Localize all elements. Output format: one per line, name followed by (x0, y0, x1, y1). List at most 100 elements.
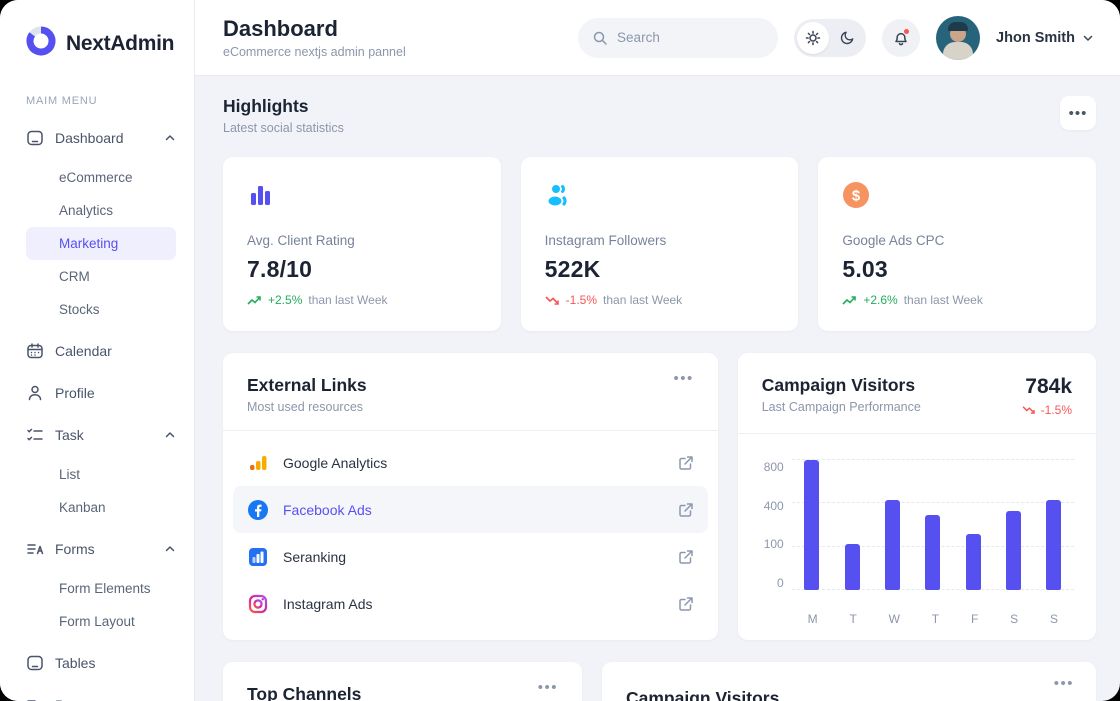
external-links-menu-button[interactable]: ••• (673, 370, 694, 387)
sidebar-subitem-ecommerce[interactable]: eCommerce (59, 170, 133, 185)
link-row-google-analytics[interactable]: Google Analytics (233, 439, 708, 486)
sidebar-subitem-kanban[interactable]: Kanban (59, 500, 106, 515)
gridline (791, 502, 1074, 504)
chevron-up-icon (164, 132, 176, 144)
chevron-up-icon (164, 543, 176, 555)
user-icon (28, 385, 42, 401)
bottom-row: Top Channels ••• SOURCE VISITORS REVENUE… (223, 662, 1096, 701)
sidebar-item-label: Profile (55, 385, 95, 401)
page-heading: Dashboard eCommerce nextjs admin pannel (223, 16, 562, 59)
chart-bar[interactable] (925, 514, 941, 590)
sidebar-item-forms[interactable]: Forms (26, 532, 176, 566)
sidebar-subitem-form-elements[interactable]: Form Elements (59, 581, 151, 596)
chart-bar[interactable] (844, 543, 860, 590)
chart-bar[interactable] (965, 533, 981, 590)
sidebar-item-label: Tables (55, 655, 96, 671)
light-mode-button[interactable] (797, 21, 830, 54)
link-row-facebook-ads[interactable]: Facebook Ads (233, 486, 708, 533)
middle-row: External Links Most used resources ••• G… (223, 353, 1096, 640)
page-title: Dashboard (223, 16, 338, 41)
sidebar-subitem-analytics[interactable]: Analytics (59, 203, 114, 218)
brand[interactable]: NextAdmin (26, 26, 176, 61)
y-tick-label: 0 (777, 575, 784, 590)
top-channels-menu-button[interactable]: ••• (537, 679, 558, 696)
sidebar-subitem-marketing[interactable]: Marketing (26, 227, 176, 260)
search-icon (593, 31, 607, 45)
user-menu[interactable]: Jhon Smith (996, 30, 1094, 46)
chart-bar[interactable] (804, 460, 820, 590)
instagram-icon (248, 594, 268, 613)
link-row-instagram-ads[interactable]: Instagram Ads (233, 580, 708, 627)
highlights-menu-button[interactable]: ••• (1060, 96, 1096, 130)
theme-toggle[interactable] (794, 18, 867, 57)
x-tick-label: M (807, 612, 818, 626)
main-area: Dashboard eCommerce nextjs admin pannel (195, 0, 1120, 701)
followers-icon (545, 179, 775, 209)
sidebar-item-label: Forms (55, 541, 95, 557)
stat-value: 5.03 (842, 256, 888, 282)
link-row-seranking[interactable]: Seranking (233, 533, 708, 580)
forms-submenu: Form Elements Form Layout (26, 572, 176, 638)
stat-cards-row: Avg. Client Rating 7.8/10 +2.5% than las… (223, 157, 1097, 331)
task-submenu: List Kanban (26, 458, 176, 524)
dark-mode-button[interactable] (831, 22, 863, 54)
trend-down-icon (545, 295, 559, 305)
external-link-icon[interactable] (678, 455, 694, 471)
stat-label: Avg. Client Rating (247, 233, 355, 248)
campaign-visitors-title: Campaign Visitors (761, 375, 916, 395)
sidebar-item-task[interactable]: Task (26, 418, 176, 452)
moon-icon (840, 31, 853, 45)
search-box[interactable] (578, 17, 779, 58)
search-input[interactable] (617, 30, 758, 45)
campaign-cost-menu-button[interactable]: ••• (1053, 675, 1074, 692)
chart-bar[interactable] (1046, 500, 1062, 590)
user-name-label: Jhon Smith (996, 29, 1075, 46)
calendar-icon (27, 343, 43, 359)
x-tick-label: S (1049, 612, 1058, 626)
sidebar-item-label: Pages (55, 697, 153, 701)
chart-bar[interactable] (1005, 511, 1021, 590)
svg-text:$: $ (852, 188, 861, 205)
chevron-down-icon (1083, 35, 1093, 41)
sidebar: NextAdmin MAIM MENU Dashboard eCommerce … (0, 0, 195, 701)
external-link-icon[interactable] (678, 502, 694, 518)
dashboard-submenu: eCommerce Analytics Marketing CRM Stocks (26, 161, 176, 326)
sidebar-subitem-list[interactable]: List (59, 467, 81, 482)
external-link-icon[interactable] (678, 549, 694, 565)
chart-bar[interactable] (885, 500, 901, 590)
sidebar-item-profile[interactable]: Profile (26, 376, 176, 410)
brand-logo-icon (26, 26, 56, 61)
highlights-subtitle: Latest social statistics (223, 121, 344, 135)
stat-value: 522K (544, 256, 601, 282)
external-link-icon[interactable] (678, 596, 694, 612)
y-tick-label: 100 (763, 537, 784, 552)
sidebar-item-dashboard[interactable]: Dashboard (26, 121, 176, 155)
sidebar-item-tables[interactable]: Tables (26, 646, 176, 680)
ellipsis-icon: ••• (1068, 104, 1088, 122)
campaign-visitors-delta: -1.5% (1040, 403, 1072, 417)
stat-label: Instagram Followers (544, 233, 667, 248)
top-channels-card: Top Channels ••• SOURCE VISITORS REVENUE… (223, 662, 582, 701)
sidebar-subitem-form-layout[interactable]: Form Layout (59, 614, 135, 629)
link-label: Instagram Ads (283, 595, 373, 612)
chevron-up-icon (164, 429, 176, 441)
notifications-button[interactable] (882, 18, 921, 57)
bell-icon (895, 32, 907, 45)
sidebar-subitem-crm[interactable]: CRM (59, 269, 90, 284)
brand-name: NextAdmin (66, 31, 175, 55)
user-avatar[interactable] (936, 15, 981, 60)
notification-badge (903, 27, 911, 35)
google-analytics-icon (250, 455, 267, 470)
campaign-cost-title: Campaign Visitors (625, 688, 780, 701)
x-tick-label: S (1010, 612, 1019, 626)
gridline (791, 459, 1074, 460)
sidebar-subitem-stocks[interactable]: Stocks (59, 302, 100, 317)
forms-icon (27, 544, 44, 555)
sidebar-item-label: Task (55, 427, 84, 443)
stat-delta-suffix: than last Week (308, 293, 388, 307)
sidebar-item-pages[interactable]: Pages (26, 688, 176, 701)
sidebar-item-calendar[interactable]: Calendar (26, 334, 176, 368)
stat-delta-suffix: than last Week (903, 293, 983, 307)
top-header: Dashboard eCommerce nextjs admin pannel (195, 0, 1120, 76)
